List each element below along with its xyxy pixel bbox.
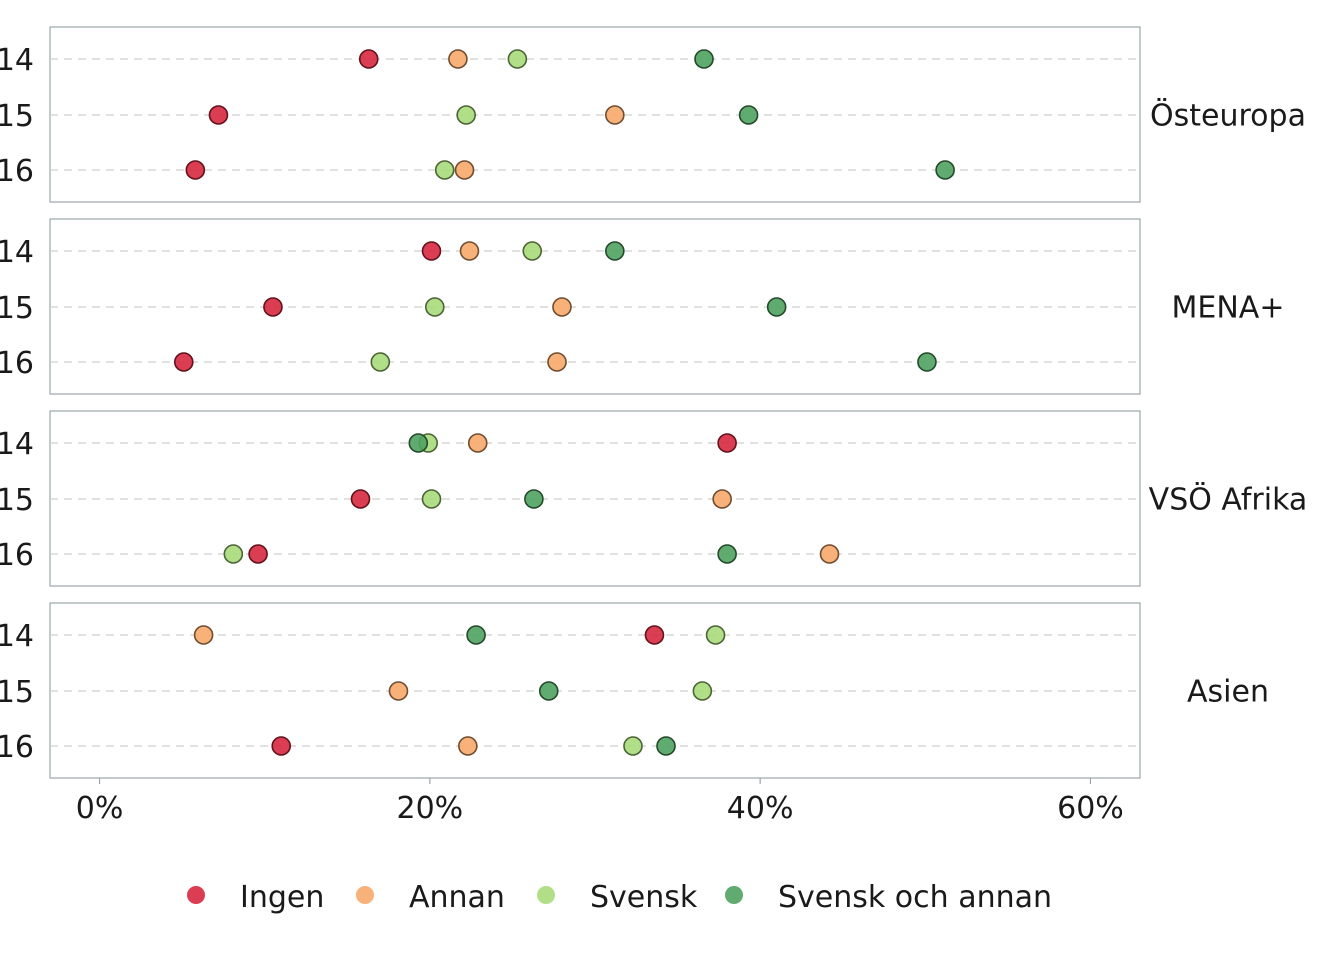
- facet-panel-vso-afrika: 14 15 16 VSÖ Afrika: [0, 410, 1308, 587]
- y-tick-label: 14: [0, 43, 34, 78]
- panel-border: [49, 26, 1141, 203]
- point-svensk: [370, 352, 391, 372]
- legend-swatch: [725, 886, 743, 904]
- legend-item-annan: Annan: [356, 880, 505, 915]
- point-svensk: [522, 241, 543, 261]
- point-ingen: [717, 433, 737, 453]
- point-svensk: [623, 736, 643, 756]
- point-annan: [605, 105, 625, 125]
- point-svensk-och-annan: [766, 297, 787, 317]
- point-ingen: [271, 736, 292, 756]
- point-svensk-och-annan: [738, 105, 759, 125]
- y-tick-label: 16: [0, 154, 34, 189]
- point-svensk: [507, 49, 528, 69]
- legend-label: Ingen: [240, 880, 324, 915]
- point-ingen: [208, 105, 229, 125]
- facet-panel-mena: 14 15 16 MENA+: [0, 218, 1285, 395]
- legend-item-svensk: Svensk: [537, 880, 698, 915]
- point-annan: [467, 433, 488, 453]
- y-tick-label: 14: [0, 619, 34, 654]
- point-annan: [448, 49, 468, 69]
- point-svensk-och-annan: [408, 433, 429, 453]
- point-ingen: [248, 544, 268, 564]
- legend-swatch: [537, 886, 555, 904]
- facet-panel-osteuropa: 14 15 16 Östeuropa: [0, 26, 1306, 203]
- point-svensk: [456, 105, 476, 125]
- point-annan: [458, 736, 478, 756]
- legend-label: Annan: [409, 880, 505, 915]
- y-tick-label: 14: [0, 427, 34, 462]
- y-tick-label: 16: [0, 538, 34, 573]
- legend-swatch: [187, 886, 205, 904]
- point-ingen: [350, 489, 371, 509]
- point-svensk-och-annan: [717, 544, 737, 564]
- x-tick-label: 60%: [1057, 791, 1124, 826]
- x-tick-label: 40%: [727, 791, 794, 826]
- point-svensk: [705, 625, 726, 645]
- point-svensk: [425, 297, 445, 317]
- point-svensk: [421, 489, 442, 509]
- y-tick-label: 15: [0, 99, 34, 134]
- y-tick-label: 14: [0, 235, 34, 270]
- point-ingen: [644, 625, 665, 645]
- point-ingen: [263, 297, 283, 317]
- point-svensk-och-annan: [466, 625, 486, 645]
- facet-label: Asien: [1187, 675, 1269, 710]
- point-annan: [459, 241, 480, 261]
- y-tick-label: 15: [0, 675, 34, 710]
- facet-label: MENA+: [1172, 291, 1285, 326]
- panel-border: [49, 218, 1141, 395]
- y-tick-label: 16: [0, 730, 34, 765]
- point-ingen: [185, 160, 206, 180]
- point-ingen: [173, 352, 194, 372]
- legend-item-svensk-och-annan: Svensk och annan: [725, 880, 1052, 915]
- y-tick-label: 15: [0, 291, 34, 326]
- point-ingen: [421, 241, 442, 261]
- y-tick-label: 15: [0, 483, 34, 518]
- facet-label: Östeuropa: [1150, 98, 1306, 134]
- point-ingen: [358, 49, 379, 69]
- point-svensk-och-annan: [605, 241, 625, 261]
- point-svensk-och-annan: [935, 160, 955, 180]
- point-svensk: [223, 544, 244, 564]
- point-svensk-och-annan: [524, 489, 544, 509]
- point-svensk-och-annan: [694, 49, 714, 69]
- point-annan: [454, 160, 475, 180]
- legend-swatch: [356, 886, 374, 904]
- x-tick-label: 20%: [397, 791, 464, 826]
- point-annan: [552, 297, 572, 317]
- legend-label: Svensk och annan: [778, 880, 1052, 915]
- panel-border: [49, 602, 1141, 779]
- legend-item-ingen: Ingen: [187, 880, 324, 915]
- point-svensk: [692, 681, 713, 701]
- y-tick-label: 16: [0, 346, 34, 381]
- facet-panel-asien: 14 15 16 Asien: [0, 602, 1269, 779]
- point-annan: [712, 489, 732, 509]
- point-annan: [819, 544, 840, 564]
- point-svensk-och-annan: [917, 352, 937, 372]
- facet-label: VSÖ Afrika: [1149, 482, 1308, 518]
- point-annan: [388, 681, 409, 701]
- point-svensk: [434, 160, 455, 180]
- point-svensk-och-annan: [538, 681, 559, 701]
- x-tick-label: 0%: [76, 791, 124, 826]
- point-annan: [547, 352, 567, 372]
- point-svensk-och-annan: [656, 736, 676, 756]
- legend-label: Svensk: [590, 880, 698, 915]
- point-annan: [193, 625, 214, 645]
